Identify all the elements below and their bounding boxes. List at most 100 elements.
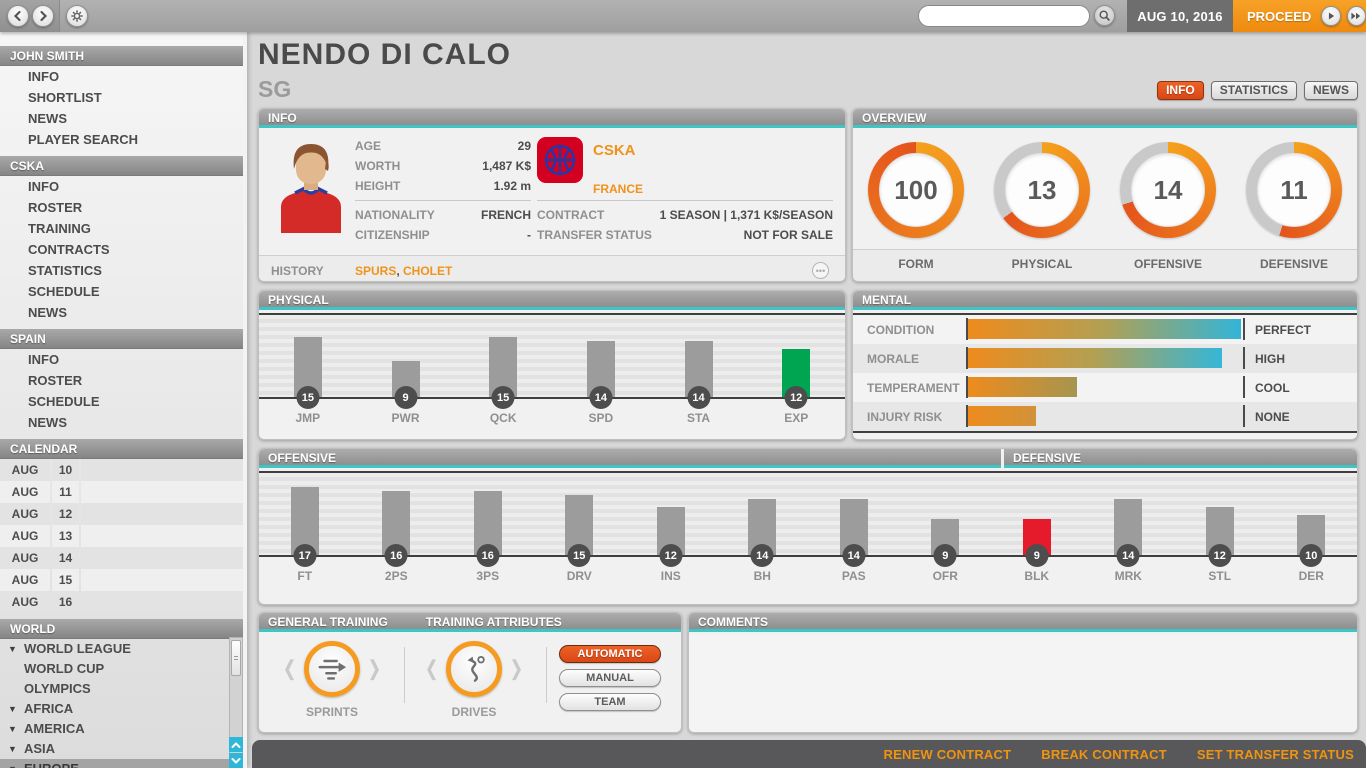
worth-value: 1,487 K$ bbox=[482, 159, 531, 173]
world-scrollbar-track[interactable] bbox=[229, 637, 243, 768]
calendar-day: 16 bbox=[52, 591, 79, 613]
history-more-button[interactable]: ••• bbox=[812, 262, 829, 279]
drives-selector: ❬ ❭ bbox=[409, 641, 539, 697]
next-training-icon[interactable]: ❭ bbox=[366, 658, 383, 680]
meter-end-tick bbox=[1243, 347, 1245, 369]
training-mode-team-button[interactable]: TEAM bbox=[559, 693, 661, 711]
club-country[interactable]: FRANCE bbox=[593, 182, 643, 196]
tab-news[interactable]: NEWS bbox=[1304, 81, 1358, 100]
meter-fill bbox=[968, 348, 1222, 368]
offensive-panel-header: OFFENSIVE bbox=[259, 449, 1001, 468]
gauge-value: 100 bbox=[879, 153, 953, 227]
scroll-down-button[interactable] bbox=[229, 753, 243, 768]
history-strip: HISTORY SPURS, CHOLET ••• bbox=[259, 255, 845, 281]
player-avatar bbox=[271, 139, 351, 233]
calendar-month: AUG bbox=[0, 569, 50, 591]
physical-panel: PHYSICAL 15 JMP 9 PWR 15 QCK 14 SPD 14 STA 12 EXP bbox=[258, 290, 846, 440]
drives-training-button[interactable] bbox=[446, 641, 502, 697]
attribute-value-badge: 12 bbox=[1208, 544, 1232, 567]
world-item-asia[interactable]: ▼ ASIA bbox=[0, 739, 229, 759]
club-name[interactable]: CSKA bbox=[593, 142, 636, 159]
training-mode-manual-button[interactable]: MANUAL bbox=[559, 669, 661, 687]
calendar-row[interactable]: AUG 12 bbox=[0, 503, 243, 525]
history-link-cholet[interactable]: CHOLET bbox=[403, 264, 453, 278]
meter-track bbox=[968, 319, 1241, 339]
search-input[interactable] bbox=[918, 5, 1090, 27]
forward-icon bbox=[37, 10, 49, 22]
attribute-bar bbox=[290, 487, 319, 555]
history-link-spurs[interactable]: SPURS bbox=[355, 264, 397, 278]
world-item-world-league[interactable]: ▼ WORLD LEAGUE bbox=[0, 639, 229, 659]
transfer-status-value: NOT FOR SALE bbox=[743, 228, 833, 242]
prev-attribute-icon[interactable]: ❬ bbox=[423, 658, 440, 680]
mental-label: CONDITION bbox=[867, 322, 935, 337]
calendar-row[interactable]: AUG 14 bbox=[0, 547, 243, 569]
training-mode-automatic-button[interactable]: AUTOMATIC bbox=[559, 645, 661, 663]
calendar-row[interactable]: AUG 11 bbox=[0, 481, 243, 503]
settings-button[interactable] bbox=[66, 5, 88, 27]
sidebar-item-shortlist[interactable]: SHORTLIST bbox=[28, 90, 102, 105]
sidebar-item-news[interactable]: NEWS bbox=[28, 111, 67, 126]
sprints-training-button[interactable] bbox=[304, 641, 360, 697]
age-label: AGE bbox=[355, 139, 382, 153]
next-attribute-icon[interactable]: ❭ bbox=[508, 658, 525, 680]
fast-forward-button[interactable] bbox=[1346, 6, 1366, 26]
sidebar-item-player-search[interactable]: PLAYER SEARCH bbox=[28, 132, 139, 147]
sidebar-item-news[interactable]: NEWS bbox=[28, 415, 67, 430]
attribute-label: FT bbox=[297, 569, 313, 583]
world-item-europe[interactable]: ▼ EUROPE bbox=[0, 759, 229, 768]
attribute-label: DRV bbox=[566, 569, 592, 583]
calendar-row[interactable]: AUG 10 bbox=[0, 459, 243, 481]
attribute-qck: 15 QCK bbox=[454, 315, 552, 425]
attribute-label: BLK bbox=[1024, 569, 1050, 583]
sidebar-item-news[interactable]: NEWS bbox=[28, 305, 67, 320]
sidebar-section-header-cska: CSKA bbox=[0, 156, 243, 176]
sidebar-item-roster[interactable]: ROSTER bbox=[28, 200, 83, 215]
world-item-olympics[interactable]: ▼OLYMPICS bbox=[0, 679, 229, 699]
mental-label: MORALE bbox=[867, 351, 919, 366]
world-item-africa[interactable]: ▼ AFRICA bbox=[0, 699, 229, 719]
tab-info[interactable]: INFO bbox=[1157, 81, 1204, 100]
contract-label: CONTRACT bbox=[537, 208, 605, 222]
mental-label: INJURY RISK bbox=[867, 409, 943, 424]
sidebar-item-statistics[interactable]: STATISTICS bbox=[28, 263, 102, 278]
divider bbox=[404, 647, 405, 703]
comments-panel-header: COMMENTS bbox=[689, 613, 1357, 632]
citizenship-label: CITIZENSHIP bbox=[355, 228, 430, 242]
back-button[interactable] bbox=[7, 5, 29, 27]
sidebar-item-training[interactable]: TRAINING bbox=[28, 221, 91, 236]
sidebar-section-header-spain: SPAIN bbox=[0, 329, 243, 349]
expand-triangle-icon: ▼ bbox=[8, 744, 17, 754]
break-contract-button[interactable]: BREAK CONTRACT bbox=[1041, 746, 1167, 762]
tab-statistics[interactable]: STATISTICS bbox=[1210, 81, 1297, 100]
sidebar-item-roster[interactable]: ROSTER bbox=[28, 373, 83, 388]
prev-training-icon[interactable]: ❬ bbox=[281, 658, 298, 680]
search-button[interactable] bbox=[1094, 5, 1115, 26]
world-item-world-cup[interactable]: ▼WORLD CUP bbox=[0, 659, 229, 679]
sidebar-item-info[interactable]: INFO bbox=[28, 179, 60, 194]
sidebar-item-contracts[interactable]: CONTRACTS bbox=[28, 242, 110, 257]
proceed-button[interactable]: PROCEED bbox=[1233, 0, 1366, 32]
expand-triangle-icon: ▼ bbox=[8, 724, 17, 734]
meter-track bbox=[968, 377, 1241, 397]
scroll-up-button[interactable] bbox=[229, 737, 243, 752]
world-scrollbar-thumb[interactable] bbox=[231, 640, 241, 676]
sidebar-item-info[interactable]: INFO bbox=[28, 69, 60, 84]
world-item-label: OLYMPICS bbox=[24, 681, 91, 696]
forward-button[interactable] bbox=[32, 5, 54, 27]
calendar-day: 10 bbox=[52, 459, 79, 481]
calendar-row[interactable]: AUG 13 bbox=[0, 525, 243, 547]
world-item-america[interactable]: ▼ AMERICA bbox=[0, 719, 229, 739]
renew-contract-button[interactable]: RENEW CONTRACT bbox=[883, 746, 1012, 762]
sidebar-item-info[interactable]: INFO bbox=[28, 352, 60, 367]
calendar-row[interactable]: AUG 16 bbox=[0, 591, 243, 613]
attribute-label: INS bbox=[660, 569, 681, 583]
set-transfer-status-button[interactable]: SET TRANSFER STATUS bbox=[1196, 746, 1354, 762]
play-button[interactable] bbox=[1321, 6, 1341, 26]
calendar-row[interactable]: AUG 15 bbox=[0, 569, 243, 591]
sidebar-item-schedule[interactable]: SCHEDULE bbox=[28, 394, 100, 409]
attribute-drv: 15 DRV bbox=[534, 473, 626, 583]
sidebar-item-schedule[interactable]: SCHEDULE bbox=[28, 284, 100, 299]
gauge-ring: 11 bbox=[1246, 142, 1342, 238]
comments-body[interactable] bbox=[689, 635, 1357, 732]
